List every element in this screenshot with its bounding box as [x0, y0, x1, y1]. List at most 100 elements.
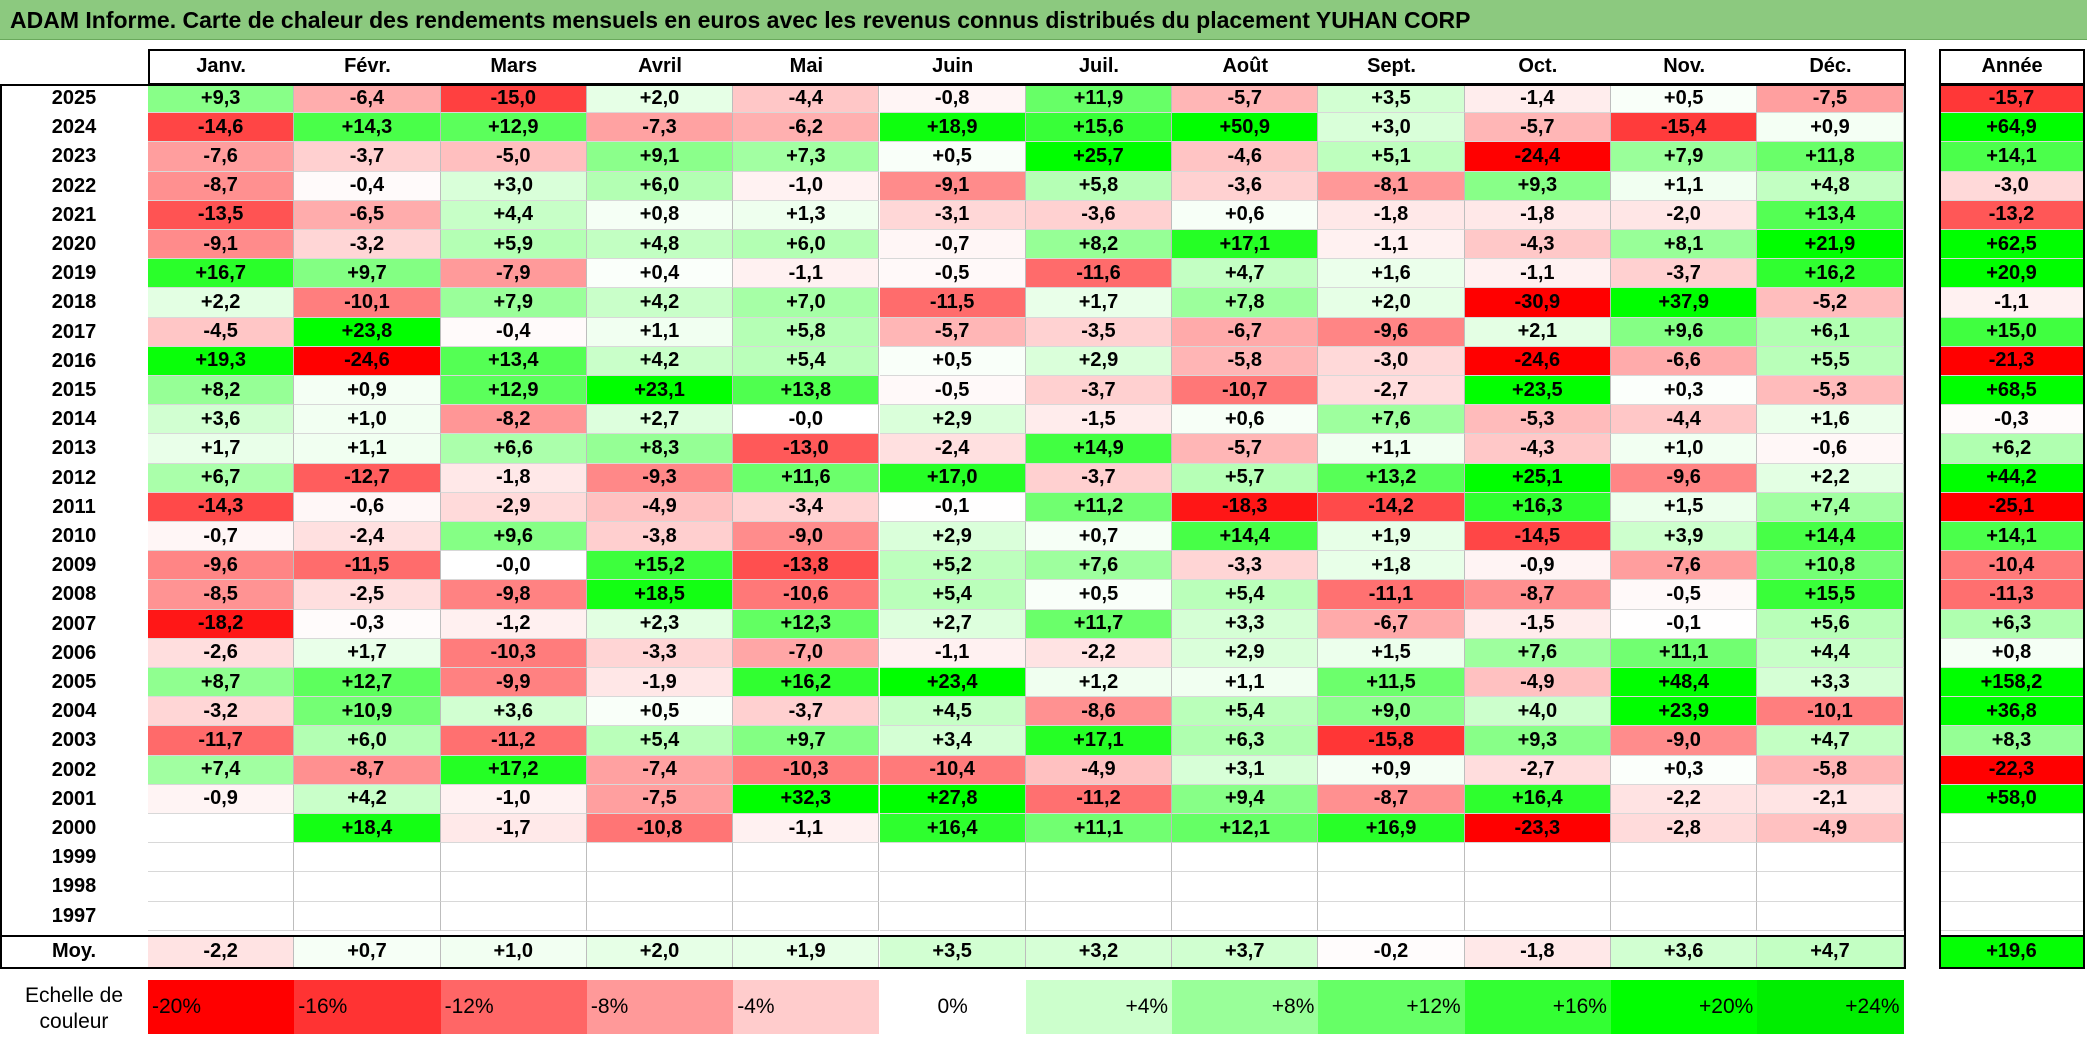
- month-cell: -9,6: [148, 551, 295, 581]
- month-cell: +6,6: [440, 434, 587, 464]
- month-cell: -3,7: [1611, 259, 1758, 289]
- month-cell: -8,7: [1318, 784, 1465, 814]
- month-cell: -1,1: [879, 638, 1026, 668]
- month-header: Avril: [638, 55, 682, 77]
- month-cell: -4,3: [1464, 230, 1611, 260]
- year-label: 2012: [51, 466, 97, 489]
- month-cell: -11,5: [294, 551, 441, 581]
- month-cell: +2,7: [879, 609, 1026, 639]
- month-cell: -7,6: [1611, 551, 1758, 581]
- month-cell: -0,4: [294, 171, 441, 201]
- month-cell: -8,2: [440, 405, 587, 435]
- year-label: 2017: [51, 320, 97, 343]
- month-cell: +9,3: [1464, 171, 1611, 201]
- average-cell: +3,2: [1025, 935, 1173, 968]
- month-cell: +17,1: [1172, 230, 1319, 260]
- month-cell: +0,6: [1172, 200, 1319, 230]
- month-cell: +23,8: [294, 317, 441, 347]
- month-cell: -2,8: [1611, 814, 1758, 844]
- annual-cell: -13,2: [1939, 200, 2085, 230]
- month-cell: +5,2: [879, 551, 1026, 581]
- month-cell: -3,6: [1172, 171, 1319, 201]
- month-cell: -1,0: [440, 784, 587, 814]
- month-cell: +23,4: [879, 668, 1026, 698]
- month-cell: [1464, 901, 1611, 931]
- month-cell: -6,7: [1172, 317, 1319, 347]
- month-cell: +0,3: [1611, 755, 1758, 785]
- month-cell: -24,6: [1464, 346, 1611, 376]
- month-cell: +1,1: [1172, 668, 1319, 698]
- month-cell: [1611, 901, 1758, 931]
- annual-cell: +68,5: [1939, 376, 2085, 406]
- month-header: Juil.: [1078, 55, 1119, 77]
- month-cell: -2,2: [1025, 638, 1173, 668]
- year-label: 2004: [51, 700, 97, 723]
- month-cell: -1,8: [1318, 200, 1465, 230]
- month-header: Nov.: [1663, 55, 1706, 77]
- month-header: Août: [1222, 55, 1269, 77]
- month-cell: -1,4: [1464, 84, 1611, 114]
- month-cell: -1,0: [733, 171, 880, 201]
- annual-cell: +14,1: [1939, 142, 2085, 172]
- average-cell: -2,2: [148, 935, 295, 968]
- month-cell: -10,4: [879, 755, 1026, 785]
- month-cell: [1172, 843, 1319, 873]
- month-cell: -4,9: [1757, 814, 1904, 844]
- month-cell: +0,5: [879, 142, 1026, 172]
- annual-cell: +62,5: [1939, 230, 2085, 260]
- color-scale-label: Echelle de couleur: [0, 980, 148, 1037]
- month-cell: -7,4: [586, 755, 734, 785]
- year-label: 2005: [51, 671, 97, 694]
- month-cell: +3,0: [1318, 113, 1465, 143]
- month-cell: -1,5: [1464, 609, 1611, 639]
- month-cell: [294, 843, 441, 873]
- month-cell: +4,4: [440, 200, 587, 230]
- month-cell: [1464, 843, 1611, 873]
- month-cell: -3,3: [586, 638, 734, 668]
- month-cell: -1,1: [733, 814, 880, 844]
- month-header: Sept.: [1367, 55, 1416, 77]
- month-cell: +19,3: [148, 346, 295, 376]
- month-cell: -11,2: [440, 726, 587, 756]
- month-cell: +11,8: [1757, 142, 1904, 172]
- title-bar: ADAM Informe. Carte de chaleur des rende…: [0, 0, 2087, 40]
- month-cell: +10,9: [294, 697, 441, 727]
- month-cell: +1,9: [1318, 522, 1465, 552]
- month-cell: -6,4: [294, 84, 441, 114]
- month-cell: +0,5: [586, 697, 734, 727]
- month-cell: +1,0: [1611, 434, 1758, 464]
- month-cell: -4,4: [1611, 405, 1758, 435]
- month-cell: -0,5: [879, 376, 1026, 406]
- month-cell: -3,3: [1172, 551, 1319, 581]
- month-cell: +0,5: [1025, 580, 1173, 610]
- month-cell: +4,2: [586, 346, 734, 376]
- month-cell: +5,8: [733, 317, 880, 347]
- month-cell: +3,6: [440, 697, 587, 727]
- month-cell: +5,8: [1025, 171, 1173, 201]
- month-cell: +2,2: [1757, 463, 1904, 493]
- month-cell: +11,6: [733, 463, 880, 493]
- month-cell: +9,7: [294, 259, 441, 289]
- month-cell: -5,2: [1757, 288, 1904, 318]
- month-cell: -1,5: [1025, 405, 1173, 435]
- average-cell: +1,0: [440, 935, 587, 968]
- annual-cell: [1939, 843, 2085, 873]
- month-cell: -6,7: [1318, 609, 1465, 639]
- month-cell: +1,5: [1318, 638, 1465, 668]
- month-cell: [148, 872, 295, 902]
- month-cell: -4,5: [148, 317, 295, 347]
- month-cell: -0,4: [440, 317, 587, 347]
- month-cell: -3,8: [586, 522, 734, 552]
- month-cell: +4,7: [1172, 259, 1319, 289]
- month-cell: +5,6: [1757, 609, 1904, 639]
- month-cell: +21,9: [1757, 230, 1904, 260]
- month-cell: +23,1: [586, 376, 734, 406]
- month-cell: -5,7: [1172, 84, 1319, 114]
- month-cell: -11,2: [1025, 784, 1173, 814]
- month-cell: +5,9: [440, 230, 587, 260]
- month-cell: [1464, 872, 1611, 902]
- month-cell: -9,1: [879, 171, 1026, 201]
- month-cell: +14,3: [294, 113, 441, 143]
- month-cell: +1,1: [294, 434, 441, 464]
- month-cell: -4,6: [1172, 142, 1319, 172]
